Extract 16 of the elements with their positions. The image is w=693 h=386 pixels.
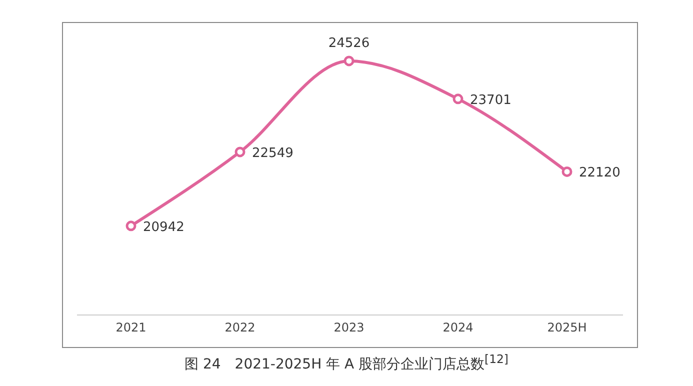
point	[452, 94, 464, 104]
text: 图 24 2021-2025H 年 A 股部分企业门店总数$^{[12]}$	[184, 352, 510, 374]
data-label: 22549	[252, 146, 294, 161]
point	[344, 56, 354, 66]
x-tick-label: 2021	[116, 320, 146, 335]
point	[126, 220, 136, 232]
x-tick-label: 2024	[442, 320, 474, 335]
data-label: 20942	[143, 220, 184, 235]
x-tick-label: 2023	[334, 320, 364, 335]
x-tick-label: 2025H	[547, 320, 587, 335]
data-label: 24526	[328, 36, 370, 51]
point	[234, 146, 246, 158]
data-label: 22120	[579, 166, 620, 181]
x-tick-label: 2022	[224, 320, 256, 335]
data-label: 23701	[470, 92, 512, 108]
point	[562, 166, 572, 177]
